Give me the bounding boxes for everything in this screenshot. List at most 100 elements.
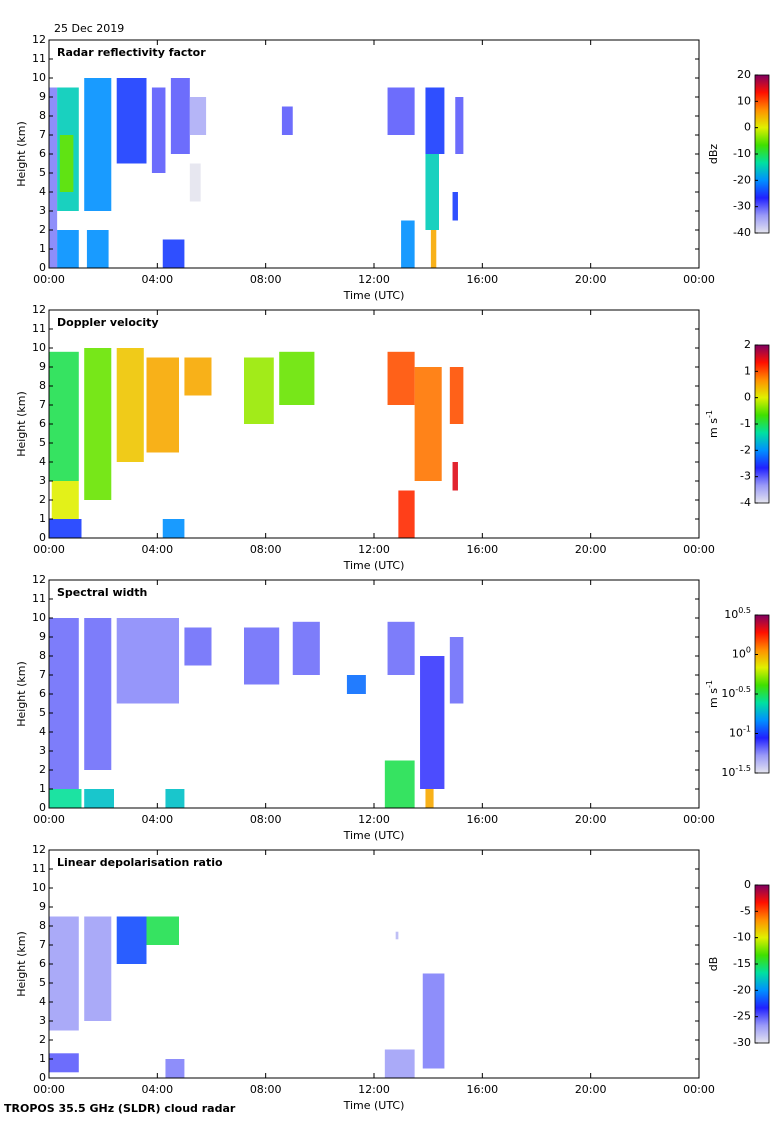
data-cell xyxy=(162,519,185,538)
y-tick-label: 11 xyxy=(32,592,46,605)
colorbar-tick-label: 20 xyxy=(737,68,751,81)
data-cell xyxy=(49,618,79,789)
data-cell xyxy=(422,973,445,1069)
tick-base: 10 xyxy=(724,608,738,621)
x-tick-label: 20:00 xyxy=(575,543,607,556)
y-tick-label: 6 xyxy=(39,957,46,970)
data-cell xyxy=(49,519,82,538)
y-tick-label: 10 xyxy=(32,611,46,624)
tick-base: 10 xyxy=(729,727,743,740)
unit-text: dB xyxy=(707,957,720,972)
x-tick-label: 12:00 xyxy=(358,543,390,556)
y-tick-label: 12 xyxy=(32,303,46,316)
data-cell xyxy=(395,931,399,940)
colorbar-tick-label: -20 xyxy=(733,173,751,186)
y-tick-label: 5 xyxy=(39,976,46,989)
colorbar-tick-label: 0 xyxy=(744,878,751,891)
y-tick-label: 5 xyxy=(39,436,46,449)
panel-title: Radar reflectivity factor xyxy=(57,46,206,59)
y-tick-label: 4 xyxy=(39,185,46,198)
x-tick-label: 04:00 xyxy=(141,1083,173,1096)
x-tick-label: 00:00 xyxy=(683,1083,715,1096)
y-tick-label: 10 xyxy=(32,881,46,894)
data-cell xyxy=(449,367,464,424)
data-cell xyxy=(281,106,293,135)
data-cell xyxy=(420,656,445,789)
panel-title: Linear depolarisation ratio xyxy=(57,856,223,869)
y-tick-label: 0 xyxy=(39,801,46,814)
colorbar-tick-label: -1 xyxy=(740,417,751,430)
y-tick-label: 7 xyxy=(39,668,46,681)
x-tick-label: 12:00 xyxy=(358,813,390,826)
colorbar-tick-label: 0 xyxy=(744,121,751,134)
data-cell xyxy=(84,916,112,1021)
colorbar-tick-label: 2 xyxy=(744,338,751,351)
data-cell xyxy=(49,1053,79,1073)
data-cell xyxy=(49,351,79,481)
data-cell xyxy=(425,789,434,808)
colorbar-tick-label: -40 xyxy=(733,226,751,239)
y-tick-label: 10 xyxy=(32,71,46,84)
footer: TROPOS 35.5 GHz (SLDR) cloud radar xyxy=(4,1102,236,1115)
data-cell xyxy=(346,675,366,694)
y-tick-label: 6 xyxy=(39,147,46,160)
colorbar-tick-label: -10 xyxy=(733,931,751,944)
y-tick-label: 3 xyxy=(39,1014,46,1027)
x-tick-label: 20:00 xyxy=(575,813,607,826)
x-tick-label: 04:00 xyxy=(141,543,173,556)
y-tick-label: 9 xyxy=(39,900,46,913)
data-cell xyxy=(151,87,166,173)
y-tick-label: 11 xyxy=(32,52,46,65)
x-tick-label: 08:00 xyxy=(250,813,282,826)
colorbar-tick-label: 10-0.5 xyxy=(721,685,751,701)
data-cell xyxy=(116,916,147,964)
y-tick-label: 1 xyxy=(39,782,46,795)
x-tick-label: 00:00 xyxy=(33,813,65,826)
date: 25 Dec 2019 xyxy=(54,22,124,35)
data-cell xyxy=(189,97,207,135)
unit-text: dBz xyxy=(707,144,720,165)
y-tick-label: 8 xyxy=(39,109,46,122)
data-cell xyxy=(165,789,185,808)
data-cell xyxy=(84,78,112,211)
x-tick-label: 04:00 xyxy=(141,273,173,286)
tick-base: 10 xyxy=(721,687,735,700)
y-tick-label: 6 xyxy=(39,687,46,700)
data-cell xyxy=(452,192,458,221)
data-cell xyxy=(51,481,79,519)
colorbar-tick-label: 100 xyxy=(732,645,751,661)
colorbar-unit: m s-1 xyxy=(705,680,721,708)
y-tick-label: 10 xyxy=(32,341,46,354)
y-axis-label: Height (km) xyxy=(15,931,28,997)
y-tick-label: 0 xyxy=(39,531,46,544)
panel-title: Doppler velocity xyxy=(57,316,159,329)
y-tick-label: 4 xyxy=(39,725,46,738)
x-tick-label: 04:00 xyxy=(141,813,173,826)
colorbar-tick-label: -2 xyxy=(740,443,751,456)
colorbar-tick-label: -30 xyxy=(733,200,751,213)
y-tick-label: 5 xyxy=(39,166,46,179)
y-tick-label: 3 xyxy=(39,474,46,487)
unit-text: m s xyxy=(707,688,720,708)
y-tick-label: 9 xyxy=(39,90,46,103)
y-tick-label: 8 xyxy=(39,379,46,392)
data-cell xyxy=(387,621,415,675)
x-tick-label: 16:00 xyxy=(466,1083,498,1096)
x-tick-label: 00:00 xyxy=(33,543,65,556)
y-tick-label: 5 xyxy=(39,706,46,719)
colorbar-tick-label: -10 xyxy=(733,147,751,160)
colorbar-tick-label: -4 xyxy=(740,496,751,509)
x-axis-label: Time (UTC) xyxy=(343,559,405,572)
data-cell xyxy=(244,627,280,685)
x-tick-label: 08:00 xyxy=(250,273,282,286)
data-cell xyxy=(146,916,179,945)
data-cell xyxy=(170,78,190,154)
y-tick-label: 2 xyxy=(39,493,46,506)
x-tick-label: 16:00 xyxy=(466,813,498,826)
colorbar-tick-label: -25 xyxy=(733,1010,751,1023)
y-tick-label: 0 xyxy=(39,261,46,274)
y-tick-label: 1 xyxy=(39,242,46,255)
y-tick-label: 4 xyxy=(39,455,46,468)
